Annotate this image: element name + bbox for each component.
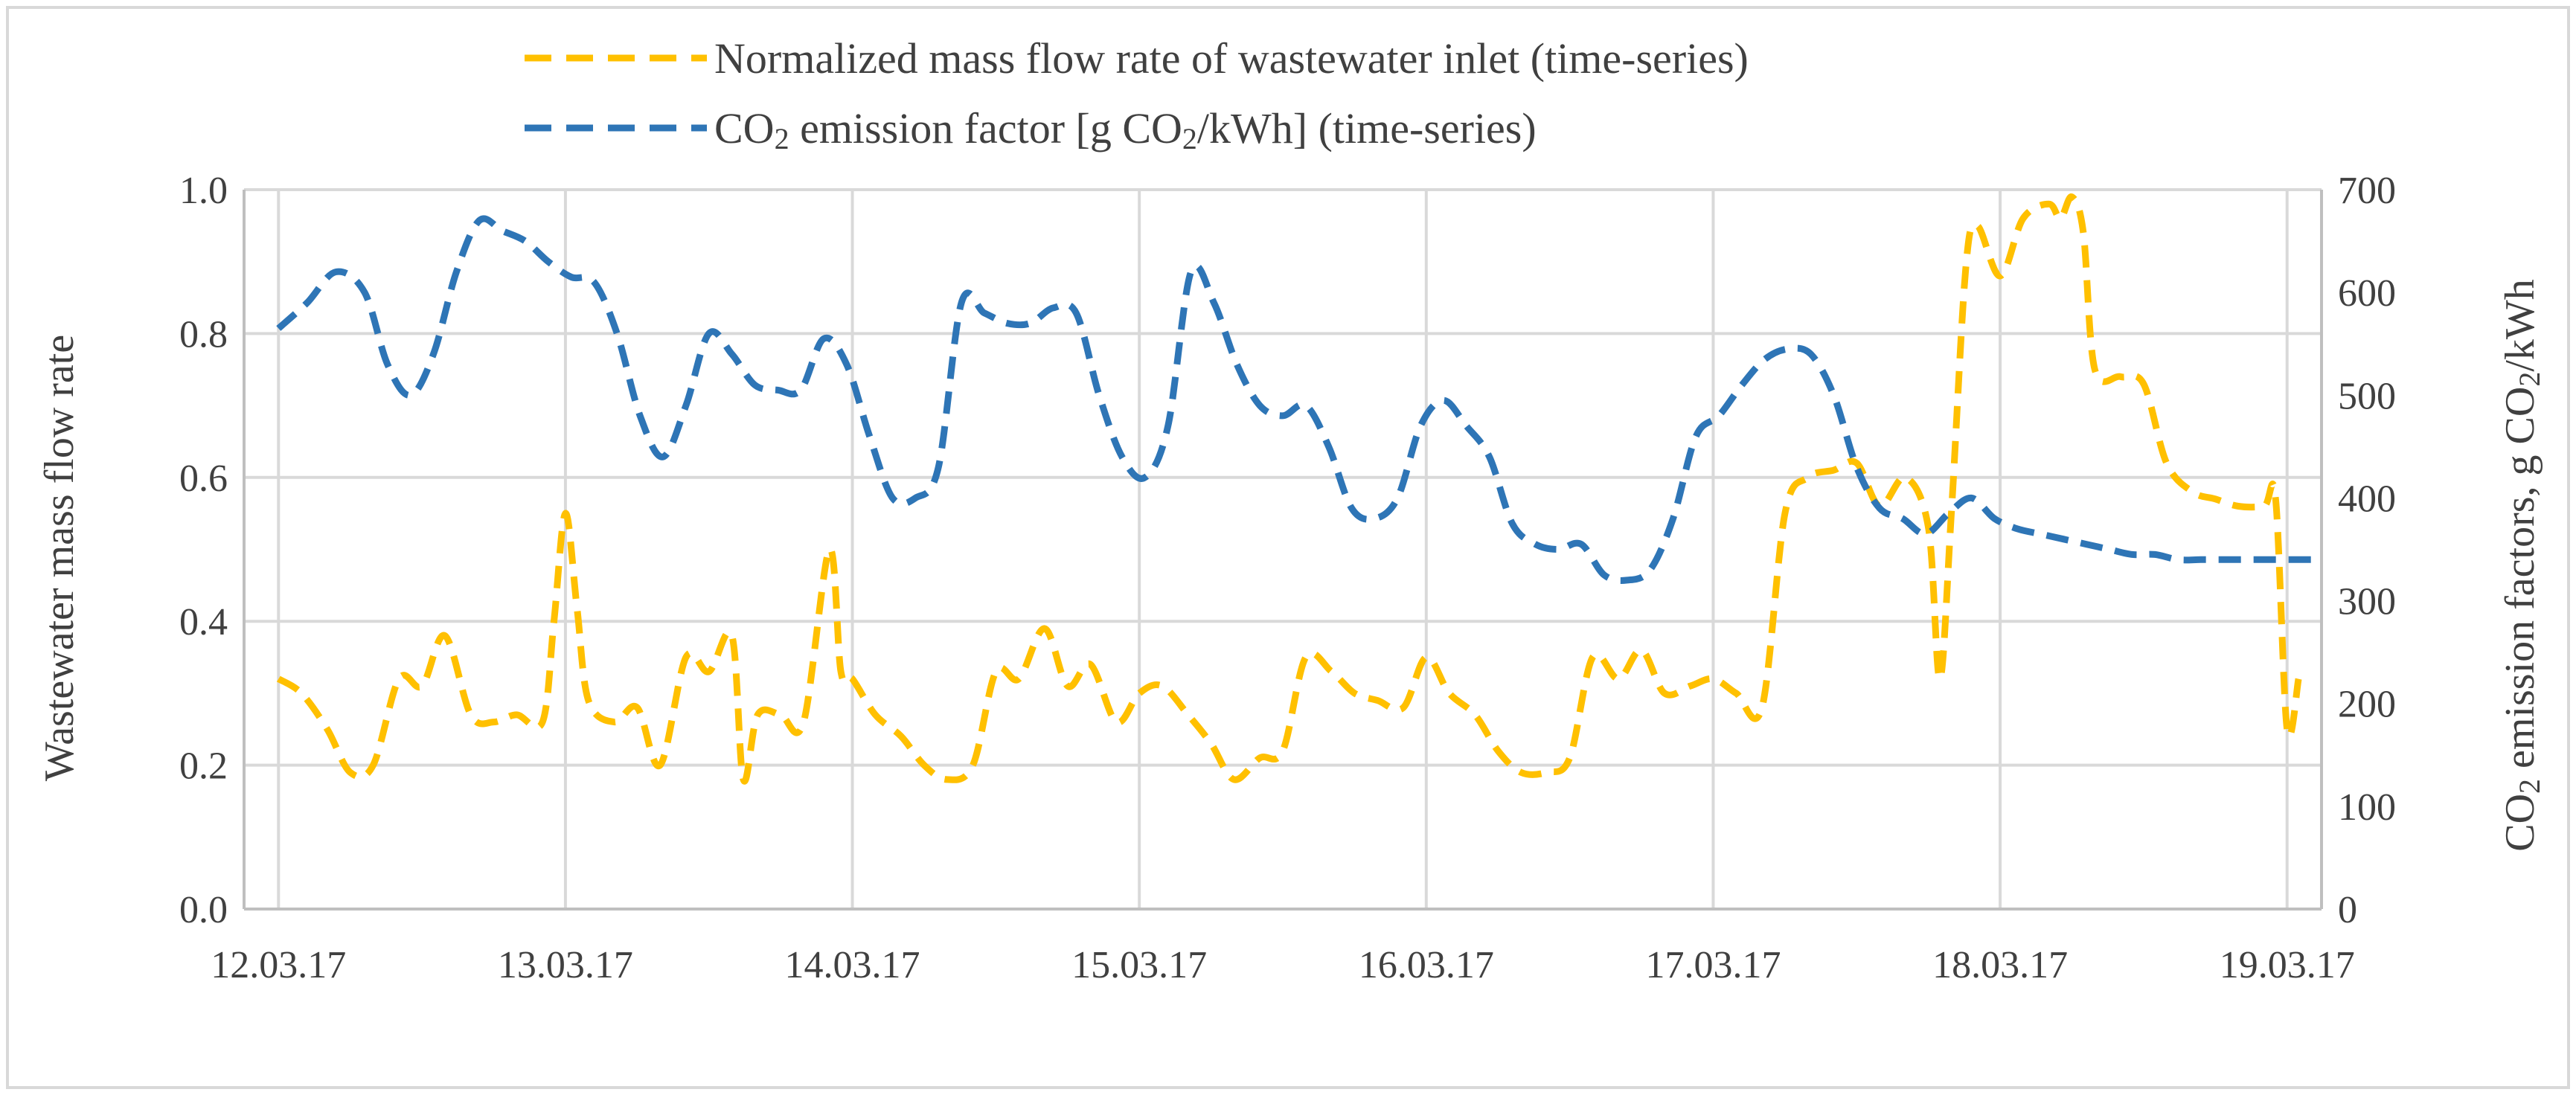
axes: 0.0 0.2 0.4 0.6 0.8 1.0 0 100 200 300 400 500 600 700… (179, 170, 2396, 986)
y-left-tick-label: 0.2 (179, 745, 228, 788)
legend: Normalized mass flow rate of wastewater … (525, 34, 1749, 155)
y-right-tick-label: 700 (2338, 170, 2396, 212)
y-left-tick-label: 0.8 (179, 313, 228, 356)
y-right-tick-label: 200 (2338, 684, 2396, 726)
y-right-tick-label: 300 (2338, 581, 2396, 623)
x-tick-label: 15.03.17 (1071, 944, 1207, 986)
y-left-tick-label: 0.0 (179, 889, 228, 931)
series-lines (276, 193, 2316, 785)
x-tick-label: 18.03.17 (1932, 944, 2068, 986)
gridlines (244, 188, 2322, 911)
y-right-tick-label: 600 (2338, 272, 2396, 315)
y-axis-left-title: Wastewater mass flow rate (36, 335, 83, 781)
y-right-tick-label: 500 (2338, 375, 2396, 417)
legend-label-co2: CO2 emission factor [g CO2/kWh] (time-se… (714, 104, 1537, 155)
series-co2-emission-factor (276, 215, 2316, 584)
x-tick-label: 14.03.17 (785, 944, 920, 986)
x-tick-label: 13.03.17 (498, 944, 633, 986)
chart-frame (6, 6, 2570, 1089)
y-left-tick-label: 0.6 (179, 457, 228, 500)
x-tick-label: 19.03.17 (2220, 944, 2355, 986)
y-right-tick-label: 400 (2338, 478, 2396, 520)
x-tick-label: 17.03.17 (1645, 944, 1781, 986)
x-tick-label: 12.03.17 (211, 944, 346, 986)
series-line (276, 193, 2302, 785)
x-tick-label: 16.03.17 (1359, 944, 1494, 986)
y-left-tick-label: 1.0 (179, 170, 228, 212)
series-wastewater-flow (276, 193, 2302, 785)
legend-label-flow: Normalized mass flow rate of wastewater … (714, 34, 1749, 83)
y-left-tick-label: 0.4 (179, 601, 228, 643)
y-right-tick-label: 0 (2338, 889, 2357, 931)
series-line (276, 215, 2316, 584)
y-right-tick-label: 100 (2338, 786, 2396, 829)
y-axis-right-title: CO2 emission factors, g CO2/kWh (2497, 279, 2546, 852)
